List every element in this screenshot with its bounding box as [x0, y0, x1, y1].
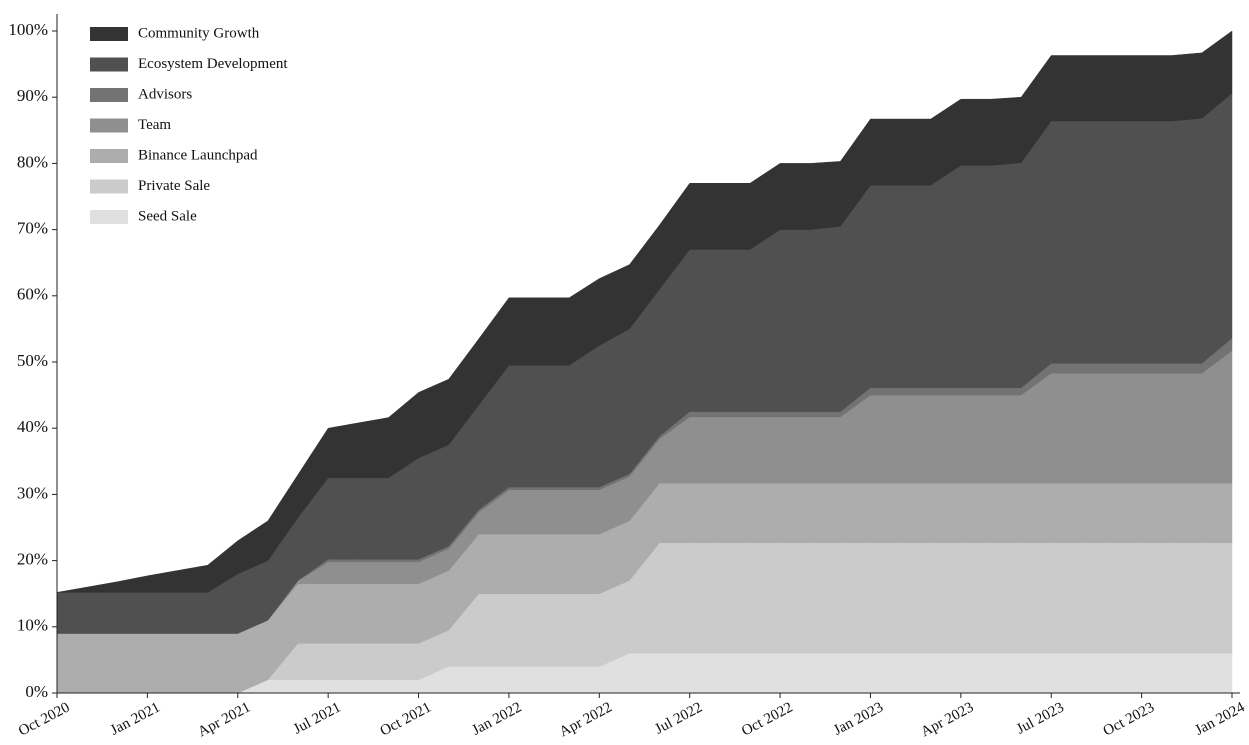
y-tick-label: 80% — [17, 152, 48, 171]
legend-swatch — [90, 210, 128, 224]
legend-label: Seed Sale — [138, 208, 197, 224]
x-tick-label: Jul 2022 — [652, 699, 705, 737]
legend-label: Private Sale — [138, 178, 210, 194]
y-tick-label: 50% — [17, 351, 48, 370]
x-tick-label: Jul 2021 — [291, 699, 344, 737]
y-tick-label: 0% — [25, 682, 48, 701]
x-tick-label: Oct 2023 — [1101, 699, 1157, 739]
y-tick-label: 30% — [17, 483, 48, 502]
y-tick-label: 10% — [17, 616, 48, 635]
x-tick-label: Apr 2023 — [918, 699, 976, 740]
x-tick-label: Jul 2023 — [1014, 699, 1067, 737]
y-tick-label: 20% — [17, 550, 48, 569]
x-tick-label: Oct 2022 — [739, 699, 795, 739]
area — [56, 30, 1233, 593]
y-tick-label: 70% — [17, 219, 48, 238]
legend-label: Team — [138, 117, 171, 133]
legend-swatch — [90, 57, 128, 72]
x-tick-label: Jan 2022 — [469, 699, 524, 738]
legend-swatch — [90, 88, 128, 102]
y-tick-label: 40% — [17, 417, 48, 436]
y-tick-label: 60% — [17, 285, 48, 304]
x-tick-label: Jan 2024 — [1193, 699, 1248, 739]
legend-swatch — [90, 179, 128, 194]
legend-label: Community Growth — [138, 25, 260, 41]
legend-label: Ecosystem Development — [138, 56, 288, 72]
x-tick-label: Apr 2022 — [557, 699, 615, 740]
legend-label: Binance Launchpad — [138, 147, 258, 163]
legend-swatch — [90, 27, 128, 41]
x-tick-label: Oct 2020 — [16, 699, 72, 739]
x-tick-label: Apr 2021 — [195, 699, 253, 740]
y-tick-label: 90% — [17, 86, 48, 105]
x-tick-label: Jan 2023 — [831, 699, 886, 738]
x-tick-label: Oct 2021 — [378, 699, 434, 739]
legend-swatch — [90, 149, 128, 163]
legend-label: Advisors — [138, 86, 192, 102]
x-tick-label: Jan 2021 — [108, 699, 163, 738]
legend-swatch — [90, 118, 128, 133]
y-tick-label: 100% — [8, 20, 48, 39]
